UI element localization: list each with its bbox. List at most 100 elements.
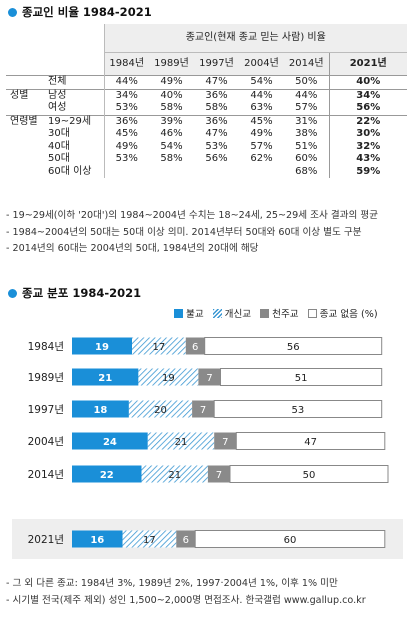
table-cell: 43% [328,153,407,166]
row-group-label [6,141,48,154]
table-cell [239,166,284,179]
row-label: 40대 [48,140,70,152]
legend-item-catholic: 천주교 [260,306,299,320]
row-label: 여성 [48,102,67,113]
bar-value-label: 6 [183,535,189,546]
category-label: 1984년 [28,341,64,353]
table-group-header: 종교인(현재 종교 믿는 사람) 비율 [103,24,407,53]
table-cell: 31% [284,114,329,128]
table-cell: 50% [284,75,329,89]
bar-catholic [198,368,221,386]
bar-value-label: 21 [175,437,188,448]
bar-value-label: 21 [168,470,181,481]
table-cell: 57% [295,102,318,113]
table-corner [6,24,104,76]
bar-catholic [214,432,237,450]
table-year-header: 2014년 [284,52,329,76]
row-group-label [6,166,48,179]
bar-buddhism [72,400,129,418]
bar-value-label: 53 [292,405,305,416]
table-cell: 63% [250,102,273,113]
bar-protestant [138,368,199,386]
table-cell: 46% [160,128,183,139]
bar-value-label: 47 [304,437,317,448]
row-label: 60대 이상 [48,165,92,177]
table-cell: 44% [103,75,149,89]
note-line: - 19~29세(이하 '20대')의 1984~2004년 수치는 18~24… [6,210,379,221]
table-cell: 45% [239,114,284,128]
bar-catholic [176,530,196,548]
distribution-notes: - 그 외 다른 종교: 1984년 3%, 1989년 2%, 1997·20… [6,576,366,609]
table-cell: 49% [103,140,149,153]
table-cell: 53% [103,102,149,115]
legend-swatch-protestant [212,308,222,318]
rate-notes: - 19~29세(이하 '20대')의 1984~2004년 수치는 18~24… [6,208,378,258]
bar-value-label: 21 [98,373,112,384]
row-label: 19~29세 [48,114,104,128]
table-cell: 47% [205,128,228,139]
bar-value-label: 20 [154,405,167,416]
table-row: 성별 남성 34% 40% 36% 44% 44% 34% [6,88,407,102]
row-label: 남성 [48,88,104,102]
table-cell [194,166,239,179]
table-cell: 38% [295,128,318,139]
section-title-dist: 종교 분포 1984-2021 [8,285,141,301]
legend-swatch-catholic [260,308,270,318]
category-label: 2021년 [28,534,64,546]
table-cell: 54% [160,140,183,152]
bar-value-label: 50 [303,470,316,481]
bar-none [204,337,383,355]
bar-value-label: 7 [222,437,228,448]
row-label: 30대 [48,128,70,139]
bar-protestant [132,337,186,355]
chart-legend: 불교 개신교 천주교 종교 없음 (%) [174,306,378,320]
table-cell [149,166,194,179]
row-group-label: 연령별 [6,114,48,128]
note-line: - 2014년의 60대는 2004년의 50대, 1984년의 20대에 해당 [6,243,259,254]
bar-value-label: 7 [200,405,206,416]
bar-catholic [192,400,215,418]
bar-none [213,400,383,418]
table-cell: 58% [160,102,183,113]
section-title-rate-text: 종교인 비율 1984-2021 [22,5,152,19]
table-cell: 44% [239,88,284,102]
note-line: - 1984~2004년의 50대는 50대 이상 의미. 2014년부터 50… [6,226,362,238]
table-row: 전체 44% 49% 47% 54% 50% 40% [6,75,407,89]
table-cell: 58% [205,102,228,113]
row-group-label [6,75,48,89]
table-cell: 56% [205,153,228,164]
note-line: - 시기별 전국(제주 제외) 성인 1,500~2,000명 면접조사. 한국… [6,594,366,606]
row-group-label [6,102,48,115]
table-year-header: 1997년 [194,52,239,76]
legend-label: 종교 없음 (%) [319,309,378,320]
table-cell: 40% [149,88,194,102]
legend-label: 개신교 [224,309,252,320]
table-cell: 47% [194,75,239,89]
table-row: 60대 이상 68% 59% [6,165,407,179]
bar-protestant [147,432,215,450]
section-title-rate: 종교인 비율 1984-2021 [8,4,152,20]
legend-label: 천주교 [272,309,299,320]
bar-protestant [122,530,177,548]
category-label: 2014년 [28,469,64,481]
bar-buddhism [72,368,139,386]
table-cell: 68% [295,165,318,177]
table-cell: 54% [239,75,284,89]
table-cell: 36% [194,114,239,128]
bar-value-label: 22 [100,470,114,481]
bar-value-label: 51 [295,373,308,384]
table-cell: 45% [103,128,149,141]
bar-none [235,432,386,450]
table-cell: 34% [103,88,149,102]
table-cell: 39% [149,114,194,128]
table-cell: 59% [328,165,407,178]
bullet-dot-icon [8,288,17,298]
table-row: 40대 49% 54% 53% 57% 51% 32% [6,140,407,154]
table-cell: 36% [194,88,239,102]
bar-value-label: 18 [93,405,107,416]
bar-catholic [185,337,205,355]
row-label: 50대 [48,153,70,164]
table-cell: 57% [250,140,273,152]
bar-value-label: 19 [95,342,109,353]
